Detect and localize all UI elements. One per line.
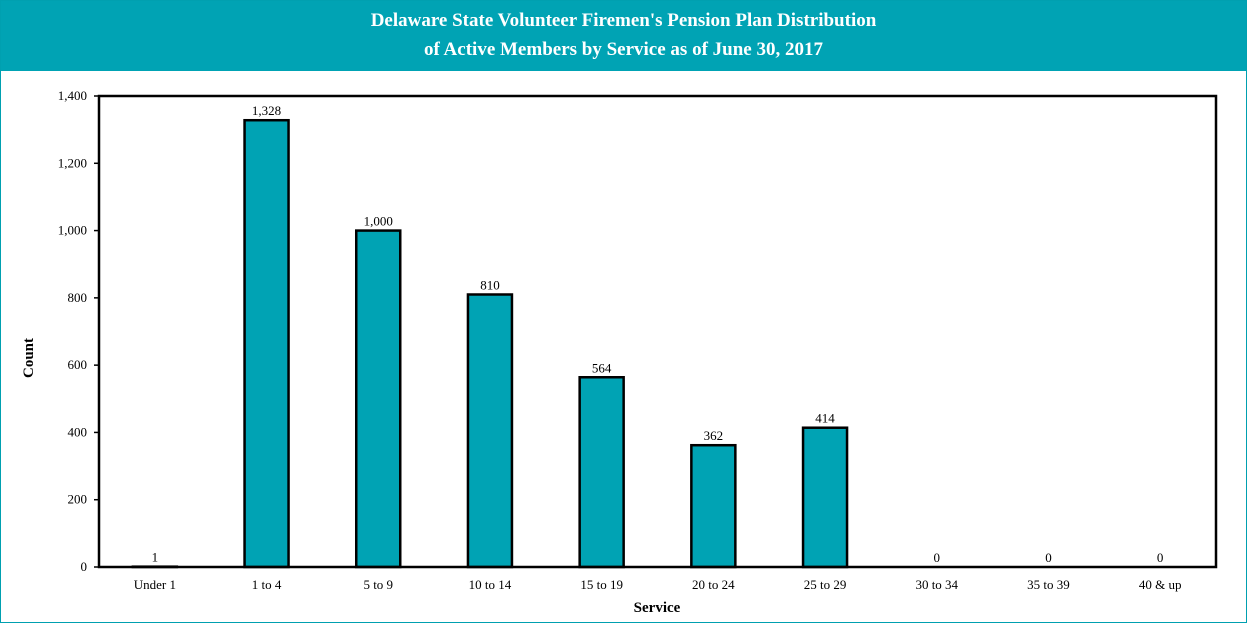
data-label: 0 bbox=[934, 550, 941, 565]
y-tick-label: 400 bbox=[68, 424, 88, 439]
x-tick-label: 40 & up bbox=[1139, 577, 1182, 592]
y-tick-label: 1,000 bbox=[58, 223, 87, 238]
bar bbox=[466, 293, 514, 569]
y-tick-label: 600 bbox=[68, 357, 88, 372]
x-tick-label: 20 to 24 bbox=[692, 577, 735, 592]
x-tick-label: 5 to 9 bbox=[363, 577, 393, 592]
x-tick-label: 25 to 29 bbox=[804, 577, 847, 592]
x-tick-label: 30 to 34 bbox=[915, 577, 958, 592]
y-tick-label: 200 bbox=[68, 492, 88, 507]
y-tick-label: 0 bbox=[81, 559, 88, 574]
bar bbox=[578, 376, 625, 569]
plot-area-border bbox=[97, 94, 1218, 569]
data-label: 0 bbox=[1157, 550, 1164, 565]
data-label: 1 bbox=[152, 550, 159, 565]
data-label: 414 bbox=[815, 411, 835, 426]
bar bbox=[355, 229, 402, 569]
data-label: 564 bbox=[592, 360, 612, 375]
data-label: 0 bbox=[1045, 550, 1052, 565]
x-tick-label: 10 to 14 bbox=[469, 577, 512, 592]
y-tick-label: 1,400 bbox=[58, 88, 87, 103]
data-label: 1,000 bbox=[364, 214, 393, 229]
data-label: 362 bbox=[704, 428, 724, 443]
y-tick-label: 1,200 bbox=[58, 155, 87, 170]
x-tick-label: Under 1 bbox=[134, 577, 176, 592]
x-tick-label: 1 to 4 bbox=[252, 577, 282, 592]
y-tick-label: 800 bbox=[68, 290, 88, 305]
data-label: 1,328 bbox=[252, 103, 281, 118]
bar bbox=[690, 443, 737, 569]
x-tick-label: 35 to 39 bbox=[1027, 577, 1070, 592]
y-axis-title: Count bbox=[21, 338, 37, 378]
chart-title-line-1: Delaware State Volunteer Firemen's Pensi… bbox=[370, 10, 877, 31]
x-tick-label: 15 to 19 bbox=[580, 577, 623, 592]
bar bbox=[243, 118, 290, 569]
x-axis-title: Service bbox=[634, 600, 681, 616]
data-label: 810 bbox=[480, 277, 500, 292]
chart-title-line-2: of Active Members by Service as of June … bbox=[424, 39, 823, 60]
bar bbox=[801, 426, 849, 569]
chart-header: Delaware State Volunteer Firemen's Pensi… bbox=[1, 1, 1246, 71]
